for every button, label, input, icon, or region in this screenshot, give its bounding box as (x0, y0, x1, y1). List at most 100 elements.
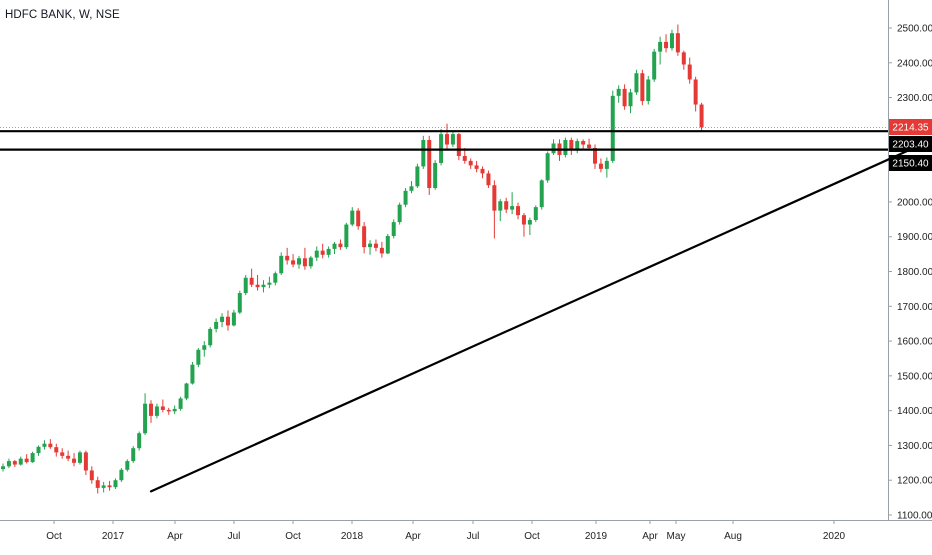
candle-down (338, 243, 343, 248)
candle-down (462, 156, 467, 161)
candle-up (273, 273, 278, 283)
candle-up (326, 248, 331, 255)
level-price-badge (889, 136, 932, 152)
candle-up (143, 403, 148, 434)
candle-down (504, 201, 509, 210)
candle-up (575, 141, 580, 151)
candle-up (652, 51, 657, 80)
candle-up (237, 293, 242, 313)
symbol-title: HDFC BANK, W, NSE (5, 9, 120, 21)
candle-up (409, 186, 414, 191)
candle-down (60, 452, 65, 456)
time-axis[interactable]: Oct 2017 Apr Jul Oct 2018 Apr Jul Oct 2019 Apr May A… (46, 520, 846, 542)
time-tick-label: May (667, 531, 686, 542)
candle-down (675, 33, 680, 53)
price-tick-label: 1900.00 (897, 232, 932, 243)
candle-up (498, 201, 503, 211)
time-tick-label: Oct (285, 531, 301, 542)
time-tick-label: 2020 (823, 531, 846, 542)
candle-up (190, 364, 195, 384)
candle-down (598, 163, 603, 169)
candle-down (640, 73, 645, 102)
candle-up (261, 284, 266, 288)
time-tick-label: Jul (228, 531, 241, 542)
candle-down (492, 185, 497, 211)
price-labels-layer: 2214.35 2203.40 2150.40 (889, 119, 932, 171)
candle-up (385, 236, 390, 254)
candle-down (95, 480, 100, 488)
candle-down (107, 485, 112, 488)
price-tick-label: 1600.00 (897, 337, 932, 348)
trendline[interactable] (149, 124, 932, 493)
candle-down (521, 215, 526, 225)
candle-up (669, 33, 674, 49)
candle-up (131, 448, 136, 462)
candle-up (344, 224, 349, 248)
price-tick-label: 2400.00 (897, 58, 932, 69)
candle-down (320, 250, 325, 255)
time-tick-label: Jul (467, 531, 480, 542)
candle-down (681, 52, 686, 65)
candle-down (83, 452, 88, 471)
candle-down (664, 41, 669, 49)
candle-down (356, 210, 361, 227)
candle-down (480, 168, 485, 174)
candle-up (137, 433, 142, 449)
price-badge-label: 2150.40 (892, 159, 929, 170)
price-axis[interactable]: 2500.00 2400.00 2300.00 2000.00 1900.00 1800.… (888, 24, 932, 522)
time-tick-label: Apr (405, 531, 421, 542)
time-tick-label: 2017 (102, 531, 125, 542)
candle-up (18, 458, 23, 465)
drawings-layer[interactable] (0, 124, 932, 493)
candle-up (510, 206, 515, 210)
candle-down (581, 141, 586, 145)
candle-up (125, 461, 130, 470)
candle-down (24, 458, 29, 463)
candle-up (196, 349, 201, 365)
time-tick-label: Apr (167, 531, 183, 542)
candle-down (516, 206, 521, 216)
candle-down (249, 277, 254, 285)
price-tick-label: 1700.00 (897, 302, 932, 313)
candle-down (285, 255, 290, 261)
candle-up (403, 190, 408, 205)
level-price-badge (889, 155, 932, 171)
candle-up (30, 453, 35, 463)
candle-down (379, 247, 384, 254)
time-tick-label: Oct (524, 531, 540, 542)
candle-down (593, 148, 597, 164)
candle-down (255, 284, 260, 288)
candle-up (433, 162, 438, 189)
candle-up (610, 95, 615, 161)
time-tick-label: Aug (724, 531, 742, 542)
candle-down (225, 316, 230, 326)
candle-up (646, 79, 651, 102)
candle-down (89, 470, 94, 481)
candle-down (693, 79, 698, 105)
candle-up (391, 222, 396, 237)
candle-down (687, 64, 692, 80)
candle-down (166, 409, 171, 412)
candle-up (421, 140, 426, 167)
candle-down (160, 406, 165, 410)
candle-up (184, 383, 189, 399)
price-tick-label: 1200.00 (897, 476, 932, 487)
price-badge-label: 2203.40 (892, 140, 929, 151)
candle-down (302, 258, 307, 267)
candle-down (427, 140, 432, 189)
candle-up (658, 41, 663, 52)
candle-down (445, 134, 449, 145)
candle-down (587, 144, 592, 149)
candle-up (308, 257, 313, 267)
price-tick-label: 2300.00 (897, 93, 932, 104)
candle-up (450, 134, 455, 145)
candle-down (72, 458, 77, 463)
price-tick-label: 1100.00 (897, 511, 932, 522)
candle-up (604, 160, 609, 169)
time-tick-label: Oct (46, 531, 62, 542)
price-tick-label: 2000.00 (897, 197, 932, 208)
candle-up (220, 316, 225, 322)
candle-down (12, 461, 17, 465)
